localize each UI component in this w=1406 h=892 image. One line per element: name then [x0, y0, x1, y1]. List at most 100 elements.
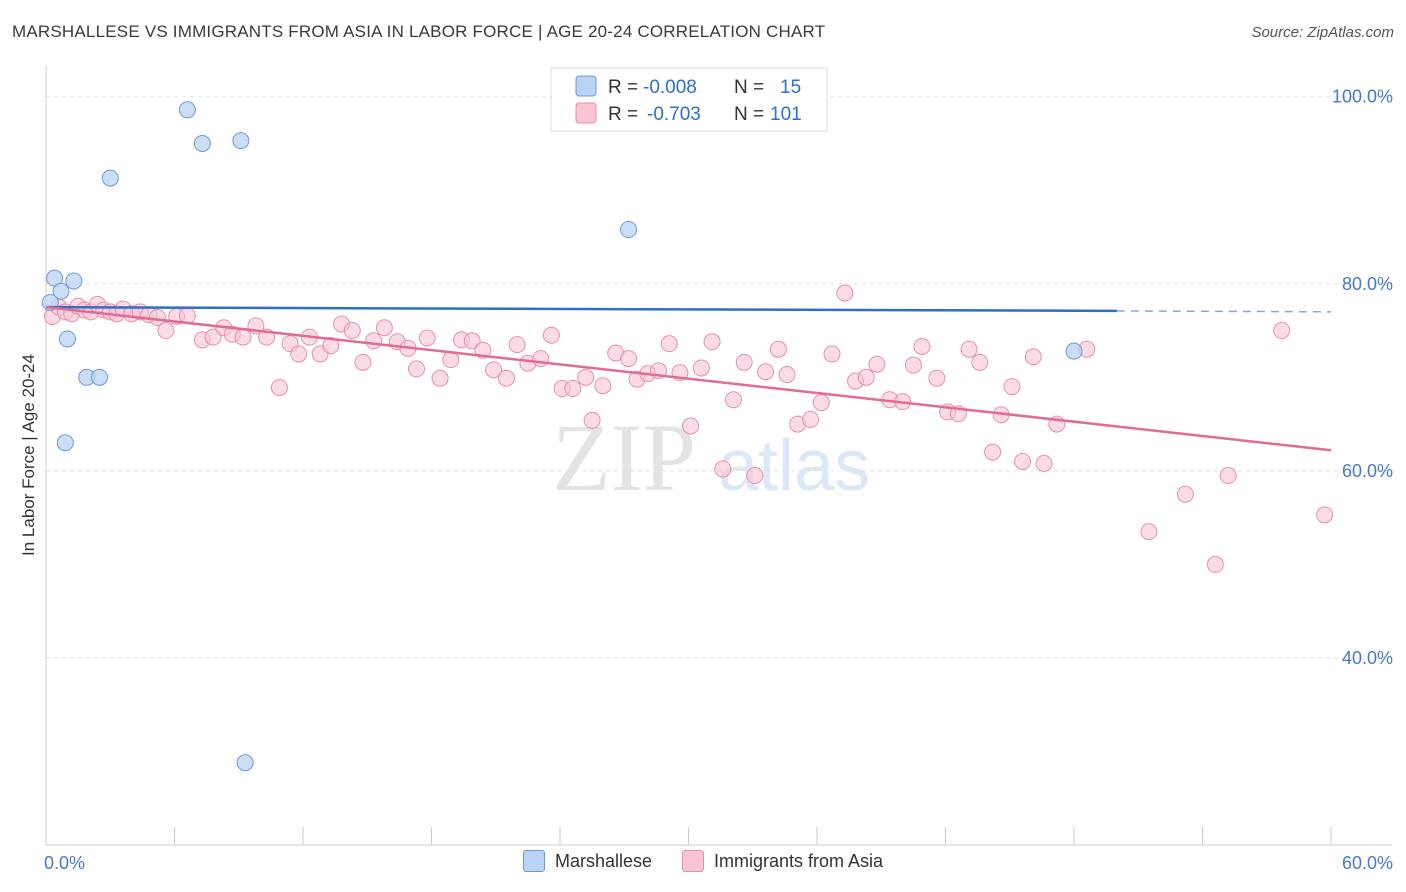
data-point-asia — [769, 340, 787, 358]
data-point-marshallese — [101, 169, 119, 187]
data-point-asia — [757, 363, 775, 381]
series-marshallese — [41, 101, 1083, 772]
data-point-asia — [463, 332, 481, 350]
x-tick-label: 0.0% — [44, 853, 85, 873]
gridlines — [46, 96, 1392, 659]
data-point-asia — [857, 368, 875, 386]
data-point-asia — [812, 394, 830, 412]
data-point-asia — [354, 353, 372, 371]
legend-swatch-asia — [682, 850, 704, 872]
legend-item-asia: Immigrants from Asia — [682, 850, 883, 872]
data-point-marshallese — [52, 282, 70, 300]
data-point-asia — [714, 460, 732, 478]
data-point-asia — [778, 366, 796, 384]
series-legend: Marshallese Immigrants from Asia — [0, 850, 1406, 872]
y-tick-label: 80.0% — [1342, 274, 1393, 294]
data-point-asia — [431, 369, 449, 387]
watermark-zip: ZIP — [552, 404, 696, 511]
data-point-asia — [508, 336, 526, 354]
data-point-asia — [682, 417, 700, 435]
legend-label-asia: Immigrants from Asia — [714, 850, 884, 871]
data-point-asia — [343, 322, 361, 340]
data-point-asia — [660, 335, 678, 353]
trend-line-asia — [45, 305, 1332, 452]
data-point-asia — [724, 391, 742, 409]
data-point-asia — [836, 284, 854, 302]
data-point-asia — [620, 350, 638, 368]
legend-n-value: 15 — [780, 77, 801, 98]
x-tick-label: 60.0% — [1342, 853, 1393, 873]
data-point-asia — [583, 411, 601, 429]
data-point-asia — [735, 353, 753, 371]
data-point-marshallese — [91, 368, 109, 386]
data-point-asia — [746, 467, 764, 485]
data-point-asia — [532, 350, 550, 368]
data-point-asia — [1176, 485, 1194, 503]
trend-lines — [45, 305, 1332, 452]
data-point-asia — [904, 356, 922, 374]
legend-label-marshallese: Marshallese — [554, 850, 652, 871]
data-point-asia — [703, 333, 721, 351]
data-point-marshallese — [56, 434, 74, 452]
data-point-asia — [485, 361, 503, 379]
data-point-asia — [497, 369, 515, 387]
data-point-asia — [1014, 453, 1032, 470]
data-point-asia — [594, 377, 612, 395]
data-point-asia — [270, 379, 288, 397]
data-point-asia — [408, 360, 426, 378]
legend-r-value: -0.008 — [643, 77, 697, 98]
data-point-asia — [1024, 348, 1042, 366]
data-point-asia — [971, 353, 989, 371]
y-axis-label: In Labor Force | Age 20-24 — [19, 354, 38, 556]
legend-r-value: -0.703 — [647, 104, 701, 125]
axes — [45, 66, 1392, 846]
data-point-asia — [322, 337, 340, 355]
data-point-asia — [564, 380, 582, 398]
y-tick-label: 100.0% — [1332, 87, 1393, 107]
data-point-marshallese — [620, 221, 638, 239]
trend-line-marshallese — [45, 305, 1117, 313]
data-point-asia — [823, 345, 841, 363]
data-point-asia — [157, 322, 175, 340]
data-point-asia — [234, 328, 252, 346]
legend-n-value: 101 — [770, 104, 802, 125]
y-tick-label: 40.0% — [1342, 648, 1393, 668]
watermark-atlas: atlas — [718, 426, 870, 506]
data-point-asia — [365, 332, 383, 350]
data-point-marshallese — [65, 272, 83, 290]
data-point-asia — [802, 410, 820, 428]
data-point-asia — [1219, 467, 1237, 485]
correlation-legend: R = -0.008 N = 15 R = -0.703 N = 101 — [550, 67, 828, 132]
data-point-marshallese — [58, 330, 76, 348]
y-tick-label: 60.0% — [1342, 461, 1393, 481]
data-point-asia — [204, 328, 222, 346]
data-point-asia — [290, 345, 308, 363]
data-point-marshallese — [193, 134, 211, 152]
data-point-asia — [868, 355, 886, 373]
data-point-asia — [1140, 523, 1158, 541]
data-point-marshallese — [1065, 342, 1083, 360]
legend-r-label: R = — [608, 77, 638, 98]
tick-labels: 40.0% 60.0% 80.0% 100.0% 0.0% 60.0% — [44, 87, 1393, 873]
data-point-asia — [1316, 506, 1334, 524]
data-point-asia — [1035, 454, 1053, 472]
chart-title: MARSHALLESE VS IMMIGRANTS FROM ASIA IN L… — [12, 22, 826, 41]
data-point-asia — [913, 337, 931, 355]
data-point-asia — [1003, 378, 1021, 396]
legend-swatch-asia — [575, 102, 597, 124]
data-point-marshallese — [178, 101, 196, 119]
legend-swatch-marshallese — [575, 75, 597, 97]
legend-n-label: N = — [734, 104, 764, 125]
data-point-marshallese — [236, 754, 254, 772]
data-point-marshallese — [232, 132, 250, 150]
legend-item-marshallese: Marshallese — [522, 850, 652, 872]
data-point-asia — [375, 319, 393, 337]
legend-swatch-marshallese — [522, 850, 545, 872]
trend-line-marshallese-extension — [1116, 310, 1332, 313]
data-point-asia — [1273, 322, 1291, 340]
data-point-asia — [960, 340, 978, 358]
legend-r-label: R = — [608, 104, 638, 125]
data-point-asia — [542, 326, 560, 344]
source-credit: Source: ZipAtlas.com — [1251, 24, 1394, 41]
